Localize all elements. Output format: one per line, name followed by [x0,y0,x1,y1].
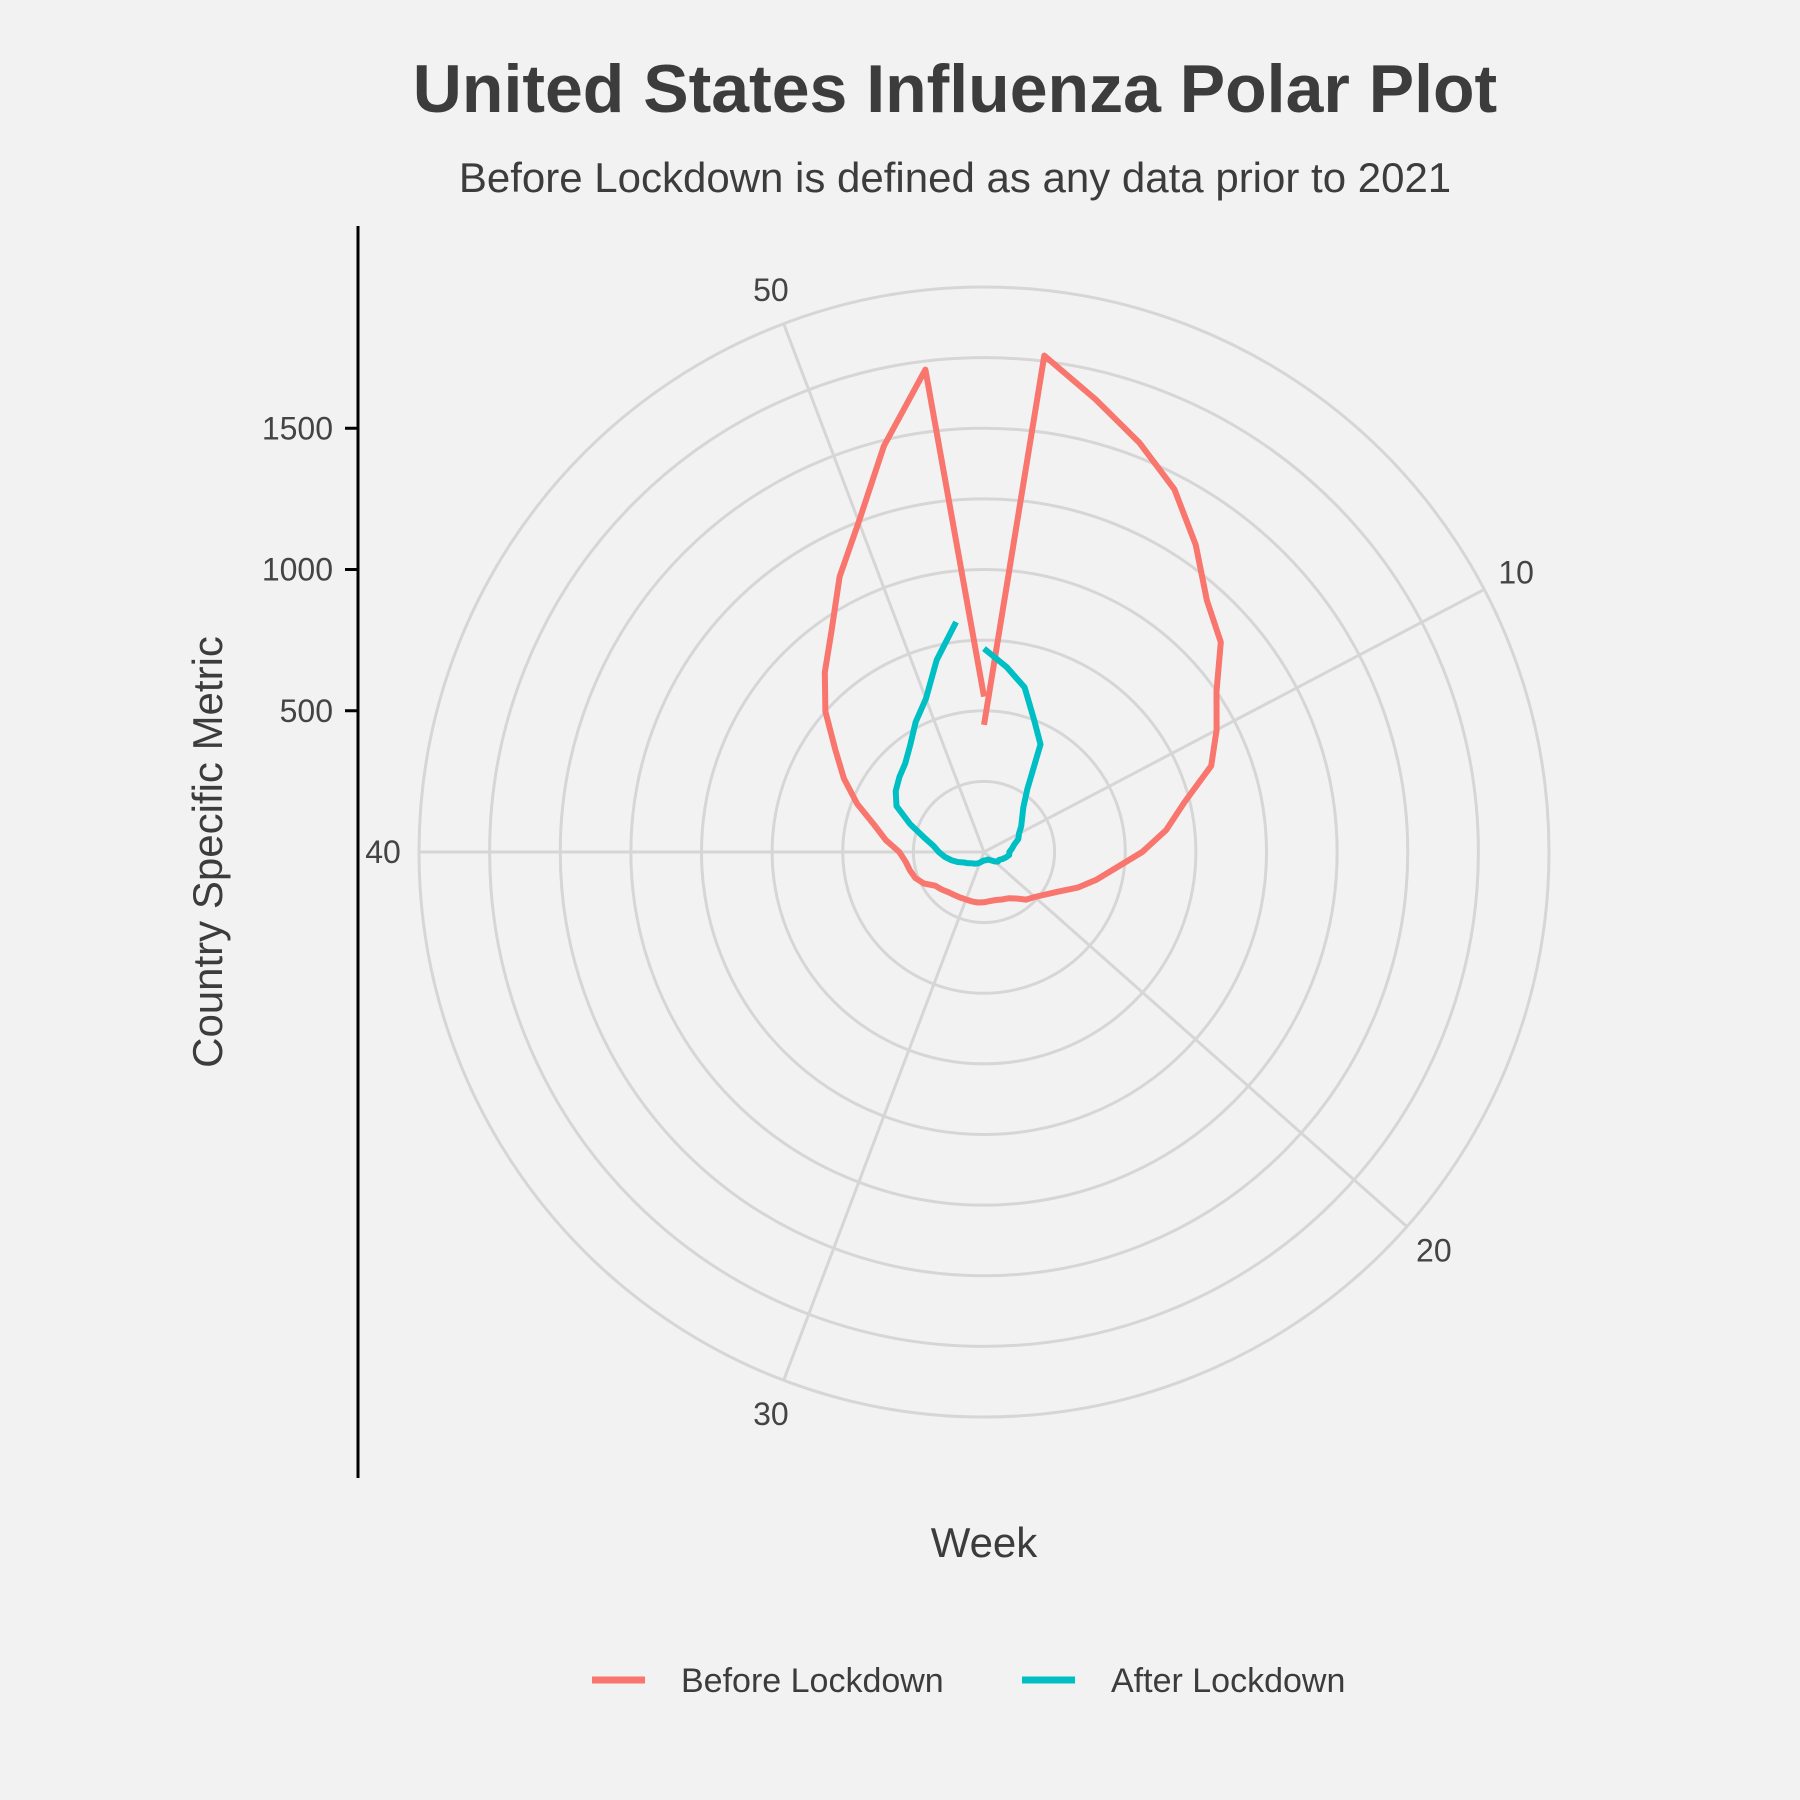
series-line-after-lockdown [892,620,1044,867]
angle-tick-label: 40 [365,834,401,870]
angle-tick-label: 10 [1498,555,1534,591]
radial-tick-label: 1000 [262,552,333,588]
grid-spoke [782,323,986,853]
y-axis-title: Country Specific Metric [184,636,231,1068]
grid-spoke [782,851,986,1381]
series-line-before-lockdown [821,352,1224,906]
angle-tick-labels: 10 20 30 40 50 [365,272,1534,1432]
angle-tick-label: 20 [1416,1233,1452,1269]
x-axis-title: Week [931,1519,1039,1566]
legend: Before Lockdown After Lockdown [592,1662,1345,1700]
polar-grid [417,285,1551,1419]
grid-spoke [983,850,1408,1228]
radial-tick-label: 500 [280,693,333,729]
angle-tick-label: 30 [753,1396,789,1432]
grid-spoke [983,588,1485,854]
angle-tick-label: 50 [753,272,789,308]
series-lines [821,352,1224,906]
legend-label-after: After Lockdown [1111,1662,1345,1700]
chart-title: United States Influenza Polar Plot [413,51,1497,127]
legend-label-before: Before Lockdown [681,1662,944,1700]
chart-subtitle: Before Lockdown is defined as any data p… [459,154,1451,201]
radial-tick-label: 1500 [262,410,333,446]
radial-tick-labels: 500 1000 1500 [262,410,358,729]
